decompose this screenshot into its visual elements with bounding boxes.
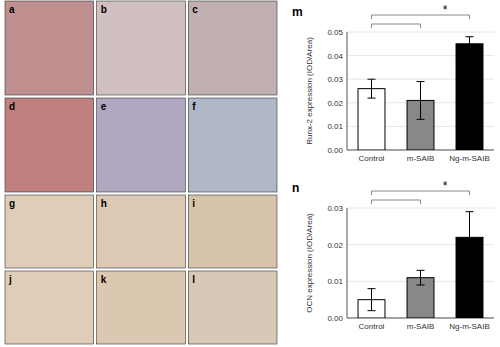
- panel-label: l: [192, 274, 195, 285]
- error-line: [469, 212, 470, 263]
- image-panel: [5, 1, 94, 95]
- x-tick-label: Ng-m-SAIB: [449, 154, 489, 163]
- error-cap: [417, 81, 425, 82]
- image-panel: [188, 98, 277, 192]
- panel-label: c: [192, 4, 198, 15]
- image-panel: [97, 1, 186, 95]
- bar: [358, 89, 385, 150]
- error-bar: [417, 270, 425, 285]
- significance-bracket: [372, 15, 470, 19]
- error-cap: [417, 270, 425, 271]
- error-bar: [368, 79, 376, 98]
- bars: [358, 212, 483, 318]
- panel-label: f: [192, 101, 196, 112]
- y-axis-label: OCN expression (IOD/Area): [305, 213, 314, 313]
- y-tick-label: 0.03: [327, 75, 343, 84]
- error-cap: [368, 98, 376, 99]
- image-panel: [97, 195, 186, 268]
- x-tick-label: Control: [359, 322, 385, 331]
- x-tick-label: Ng-m-SAIB: [449, 322, 489, 331]
- y-tick-label: 0.01: [327, 277, 343, 286]
- y-axis: [347, 208, 348, 318]
- y-tick-label: 0.00: [327, 314, 343, 323]
- error-line: [371, 289, 372, 311]
- significance-bracket: [372, 24, 421, 28]
- x-tick-label: m-SAIB: [407, 322, 435, 331]
- panel-label: d: [9, 101, 15, 112]
- image-panel: [188, 195, 277, 268]
- image-panel: [188, 1, 277, 95]
- image-panel: [188, 271, 277, 344]
- y-axis: [347, 32, 348, 150]
- image-panel: [5, 195, 94, 268]
- image-panel: [97, 271, 186, 344]
- error-cap: [368, 288, 376, 289]
- error-cap: [368, 79, 376, 80]
- grid-line: [347, 32, 494, 33]
- error-bar: [466, 212, 474, 263]
- error-line: [371, 79, 372, 98]
- bar-chart: 0.00 0.01 0.02 0.03 Control m-SAIB Ng-m-SAIB OC…: [292, 179, 494, 331]
- y-tick-label: 0.04: [327, 52, 343, 61]
- panel-label: a: [9, 4, 15, 15]
- error-bar: [368, 289, 376, 311]
- error-cap: [466, 263, 474, 264]
- panel-label: j: [8, 274, 12, 285]
- significance-label: *: [443, 179, 448, 193]
- error-line: [420, 82, 421, 120]
- y-tick-label: 0.02: [327, 99, 343, 108]
- grid-line: [347, 208, 494, 209]
- x-tick-label: m-SAIB: [407, 154, 435, 163]
- chart-title: n: [292, 181, 299, 195]
- y-tick-label: 0.01: [327, 122, 343, 131]
- error-bar: [417, 82, 425, 120]
- bar: [456, 44, 483, 150]
- error-line: [420, 270, 421, 285]
- error-cap: [417, 285, 425, 286]
- x-tick-label: Control: [359, 154, 385, 163]
- y-tick-label: 0.05: [327, 28, 343, 37]
- panel-label: k: [101, 274, 107, 285]
- significance-bracket: [372, 200, 421, 204]
- image-panel: [5, 271, 94, 344]
- error-cap: [466, 211, 474, 212]
- error-cap: [466, 36, 474, 37]
- significance-bracket: [372, 191, 470, 195]
- error-cap: [417, 119, 425, 120]
- panel-label: b: [101, 4, 107, 15]
- y-axis-label: Runx-2 expression (IOD/Area): [305, 37, 314, 145]
- image-panel: [97, 98, 186, 192]
- error-bar: [466, 37, 474, 51]
- error-line: [469, 37, 470, 51]
- y-tick-label: 0.03: [327, 204, 343, 213]
- panel-label: e: [101, 101, 107, 112]
- chart-title: m: [292, 5, 303, 19]
- image-panel: [5, 98, 94, 192]
- panel-label: i: [192, 198, 195, 209]
- panel-label: g: [9, 198, 15, 209]
- bar-chart: 0.00 0.01 0.02 0.03 0.04 0.05 Control m-SAIB Ng-…: [292, 3, 494, 163]
- error-cap: [368, 310, 376, 311]
- figure: a b c d e f g h i j k l 0.00 0.01 0.02 0.03 0.04 0.05 Cont…: [0, 0, 500, 347]
- bars: [358, 37, 483, 150]
- y-tick-label: 0.02: [327, 241, 343, 250]
- panel-label: h: [101, 198, 107, 209]
- y-tick-label: 0.00: [327, 146, 343, 155]
- significance-label: *: [443, 3, 448, 17]
- error-cap: [466, 50, 474, 51]
